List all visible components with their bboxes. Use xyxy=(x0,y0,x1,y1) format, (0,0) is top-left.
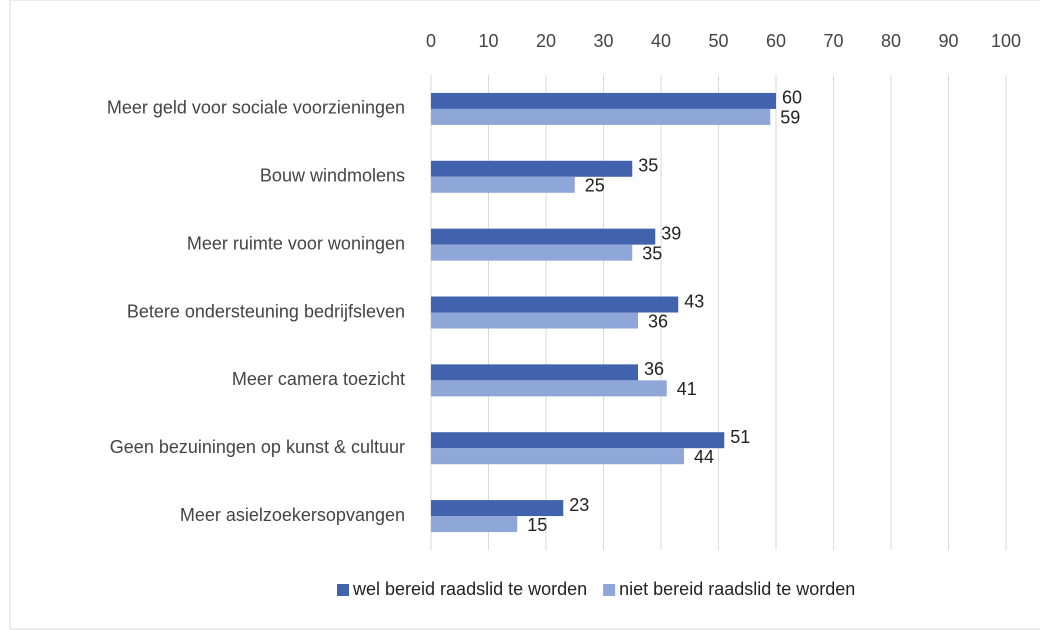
legend-swatch xyxy=(337,584,349,596)
x-tick-label: 70 xyxy=(823,31,843,51)
x-tick-label: 20 xyxy=(536,31,556,51)
bar xyxy=(431,296,679,313)
data-label: 25 xyxy=(585,176,605,196)
data-label: 44 xyxy=(694,447,714,467)
bar xyxy=(431,176,575,193)
data-label: 60 xyxy=(782,88,802,108)
x-tick-label: 0 xyxy=(426,31,436,51)
bar xyxy=(431,364,638,381)
x-tick-label: 80 xyxy=(881,31,901,51)
x-tick-label: 100 xyxy=(991,31,1021,51)
y-tick-label: Geen bezuiningen op kunst & cultuur xyxy=(110,437,405,457)
x-tick-label: 10 xyxy=(478,31,498,51)
bar xyxy=(431,108,771,125)
chart-frame xyxy=(9,0,1040,630)
bar xyxy=(431,160,633,177)
y-tick-label: Bouw windmolens xyxy=(260,166,405,186)
legend-swatch xyxy=(603,584,616,596)
y-tick-label: Betere ondersteuning bedrijfsleven xyxy=(127,301,405,321)
y-tick-label: Meer camera toezicht xyxy=(232,369,405,389)
data-label: 36 xyxy=(644,359,664,379)
bar xyxy=(431,244,633,261)
bar xyxy=(431,228,656,245)
x-tick-label: 60 xyxy=(766,31,786,51)
bar xyxy=(431,92,776,109)
y-tick-label: Meer geld voor sociale voorzieningen xyxy=(107,98,405,118)
data-label: 59 xyxy=(780,108,800,128)
y-tick-label: Meer asielzoekersopvangen xyxy=(180,505,405,525)
data-label: 39 xyxy=(661,223,681,243)
data-label: 41 xyxy=(677,379,697,399)
legend-label: niet bereid raadslid te worden xyxy=(619,579,855,599)
bar xyxy=(431,448,684,465)
y-tick-label: Meer ruimte voor woningen xyxy=(187,233,405,253)
data-label: 36 xyxy=(648,311,668,331)
x-tick-label: 90 xyxy=(938,31,958,51)
data-label: 51 xyxy=(730,427,750,447)
data-label: 43 xyxy=(684,291,704,311)
data-label: 15 xyxy=(527,515,547,535)
bar xyxy=(431,500,564,517)
bar xyxy=(431,380,667,397)
bar xyxy=(431,516,518,533)
bar xyxy=(431,312,638,329)
data-label: 35 xyxy=(638,156,658,176)
x-tick-label: 40 xyxy=(651,31,671,51)
x-tick-label: 50 xyxy=(708,31,728,51)
data-label: 23 xyxy=(569,495,589,515)
x-tick-label: 30 xyxy=(593,31,613,51)
bar xyxy=(431,432,725,449)
legend-label: wel bereid raadslid te worden xyxy=(352,579,587,599)
data-label: 35 xyxy=(642,243,662,263)
